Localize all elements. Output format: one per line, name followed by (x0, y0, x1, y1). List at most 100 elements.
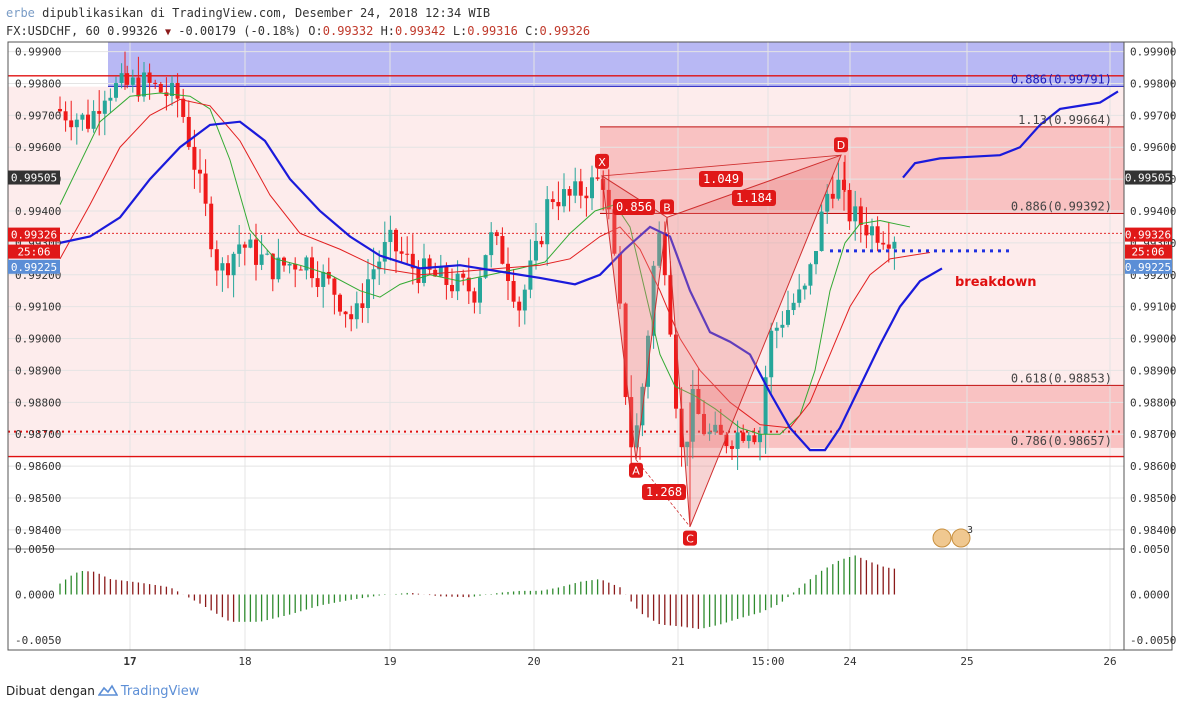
pattern-point-a: A (632, 465, 640, 478)
price-badge-left (8, 227, 60, 242)
candle-body (231, 253, 236, 276)
candle-body (500, 236, 505, 264)
candle-body (808, 264, 813, 286)
candle-body (142, 72, 146, 97)
y-tick-label-left: 0.99700 (15, 109, 61, 122)
candle-body (405, 253, 410, 255)
candle-body (343, 311, 348, 315)
candle-body (769, 330, 774, 378)
osc-tick-label-left: 0.0050 (15, 543, 55, 556)
candle-body (125, 73, 130, 85)
osc-tick-label-left: -0.0050 (15, 634, 61, 647)
candle-body (130, 77, 135, 85)
candle-body (786, 310, 790, 325)
candle-body (730, 446, 734, 449)
price-badge-left (8, 170, 60, 185)
fib-level-label: 0.786(0.98657) (1011, 434, 1112, 448)
candle-body (265, 253, 270, 255)
us-flag-event-icon (932, 528, 952, 548)
candle-body (483, 255, 488, 278)
candle-body (567, 189, 572, 196)
candle-body (175, 82, 180, 99)
price-badge-right-text: 25:06 (1131, 246, 1164, 259)
candle-body (618, 253, 622, 304)
x-tick-label: 19 (383, 655, 396, 668)
y-tick-label-right: 0.99800 (1130, 77, 1176, 90)
candle-body (69, 120, 74, 128)
candle-body (674, 334, 678, 409)
candle-body (668, 275, 673, 335)
candle-body (780, 324, 785, 328)
pattern-point-c: C (686, 533, 694, 546)
candle-body (382, 241, 387, 262)
candle-body (158, 83, 163, 93)
candle-body (539, 240, 544, 245)
price-badge-right (1125, 227, 1172, 242)
x-tick-label: 20 (527, 655, 540, 668)
chart[interactable]: X A B C D 0.856 1.049 1.184 1.268 breakdown 0.886(… (0, 0, 1180, 680)
projection-line (902, 90, 1119, 179)
candle-body (97, 111, 102, 114)
price-badge-right (1125, 170, 1172, 185)
osc-tick-label-right: 0.0000 (1130, 589, 1170, 602)
candle-body (315, 278, 320, 287)
candle-body (119, 73, 124, 84)
brand-name[interactable]: TradingView (120, 684, 200, 699)
candle-body (310, 257, 314, 279)
candle-body (556, 202, 561, 207)
y-tick-label-right: 0.98900 (1130, 364, 1176, 377)
y-tick-label-right: 0.98400 (1130, 524, 1176, 537)
candle-body (802, 285, 807, 290)
y-tick-label-right: 0.99000 (1130, 333, 1176, 346)
candle-body (842, 179, 846, 190)
breakdown-annotation: breakdown (955, 275, 1036, 290)
candle-body (853, 206, 858, 222)
candle-body (590, 177, 594, 199)
candle-body (186, 116, 191, 147)
candle-body (662, 232, 667, 276)
candle-body (612, 209, 617, 254)
close-value: 0.99326 (539, 24, 591, 38)
author[interactable]: erbe (6, 6, 35, 20)
candle-body (718, 424, 723, 435)
candle-body (741, 432, 746, 441)
candle-body (321, 271, 326, 287)
candle-body (836, 179, 841, 199)
candle-body (679, 408, 684, 448)
y-tick-label-right: 0.98700 (1130, 428, 1176, 441)
candle-body (203, 173, 208, 204)
candle-body (791, 302, 796, 311)
candle-body (545, 199, 550, 245)
y-tick-label-left: 0.98800 (15, 396, 61, 409)
candle-body (450, 284, 454, 292)
event-count: 3 (967, 525, 973, 536)
price-badge-left (8, 259, 60, 274)
candle-body (276, 257, 281, 280)
header-line-2: FX:USDCHF, 60 0.99326 ▼ -0.00179 (-0.18%… (6, 24, 590, 38)
candle-body (797, 289, 802, 303)
candle-body (58, 108, 62, 112)
candle-body (377, 261, 382, 270)
candle-body (438, 266, 443, 277)
ratio-badge (642, 484, 686, 500)
y-tick-label-right: 0.99600 (1130, 141, 1176, 154)
candle-body (259, 254, 264, 265)
candle-body (713, 424, 718, 432)
candle-body (147, 72, 152, 83)
symbol-label[interactable]: FX:USDCHF, 60 (6, 24, 100, 38)
candle-body (74, 119, 79, 128)
tradingview-logo-icon (97, 684, 119, 696)
footer: Dibuat dengan TradingView (6, 684, 199, 699)
made-with-text: Dibuat dengan (6, 684, 95, 698)
price-badge-right-text: 0.99225 (1125, 261, 1171, 274)
y-tick-label-left: 0.98500 (15, 492, 61, 505)
candle-body (354, 303, 359, 320)
candle-body (427, 258, 432, 270)
candle-body (242, 244, 247, 248)
pattern-point-badge (629, 462, 643, 478)
y-tick-label-left: 0.98400 (15, 524, 61, 537)
y-tick-label-left: 0.99600 (15, 141, 61, 154)
candle-body (819, 211, 824, 252)
price-badge-left-text: 0.99326 (11, 229, 57, 242)
candle-body (270, 253, 275, 280)
